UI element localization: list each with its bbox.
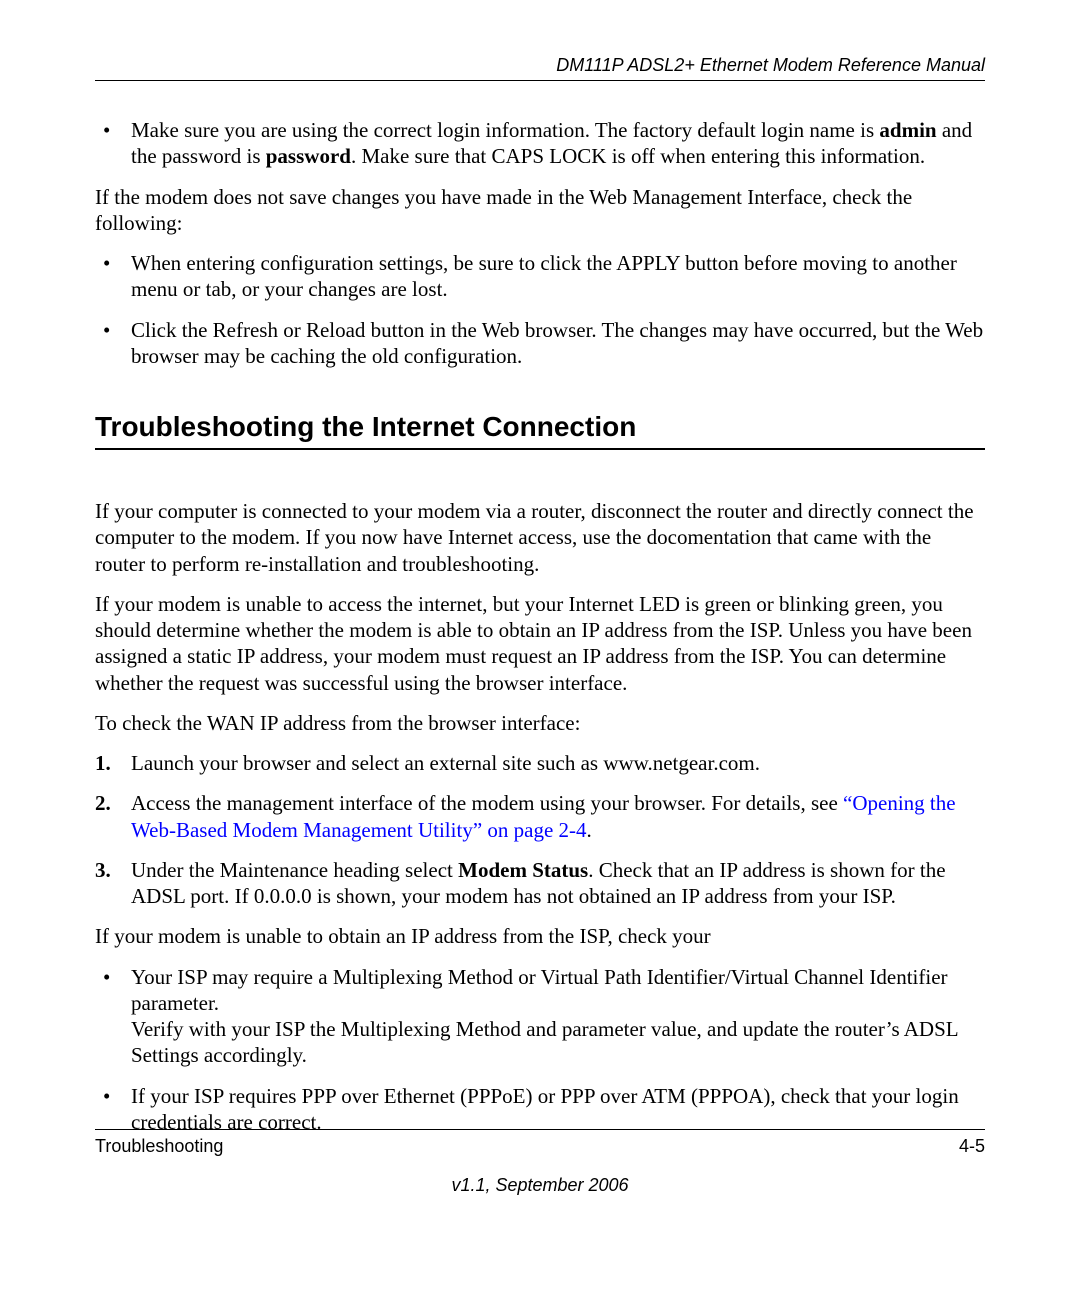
- text-fragment: Make sure you are using the correct logi…: [131, 118, 879, 142]
- footer-version: v1.1, September 2006: [95, 1175, 985, 1196]
- bold-admin: admin: [879, 118, 936, 142]
- list-item: Click the Refresh or Reload button in th…: [95, 317, 985, 370]
- bold-modem-status: Modem Status: [458, 858, 588, 882]
- step-item: 1. Launch your browser and select an ext…: [95, 750, 985, 776]
- text-fragment: Under the Maintenance heading select: [131, 858, 458, 882]
- section-title: Troubleshooting the Internet Connection: [95, 409, 985, 450]
- isp-bullet-list: Your ISP may require a Multiplexing Meth…: [95, 964, 985, 1136]
- step-text: Launch your browser and select an extern…: [131, 751, 760, 775]
- footer-right: 4-5: [959, 1136, 985, 1157]
- footer-line: Troubleshooting 4-5: [95, 1129, 985, 1157]
- nosave-bullet-list: When entering configuration settings, be…: [95, 250, 985, 369]
- step-item: 2. Access the management interface of th…: [95, 790, 985, 843]
- text-fragment: . Make sure that CAPS LOCK is off when e…: [351, 144, 925, 168]
- step-number: 3.: [95, 857, 111, 883]
- footer-left: Troubleshooting: [95, 1136, 223, 1157]
- text-line: Verify with your ISP the Multiplexing Me…: [131, 1017, 958, 1067]
- list-item: If your ISP requires PPP over Ethernet (…: [95, 1083, 985, 1136]
- body-content: Make sure you are using the correct logi…: [95, 117, 985, 1135]
- page-header: DM111P ADSL2+ Ethernet Modem Reference M…: [95, 55, 985, 81]
- section-paragraph-4: If your modem is unable to obtain an IP …: [95, 923, 985, 949]
- text-line: Your ISP may require a Multiplexing Meth…: [131, 965, 948, 1015]
- page-footer: Troubleshooting 4-5 v1.1, September 2006: [95, 1129, 985, 1196]
- intro-bullet-list: Make sure you are using the correct logi…: [95, 117, 985, 170]
- list-item: When entering configuration settings, be…: [95, 250, 985, 303]
- text-fragment: .: [587, 818, 592, 842]
- step-number: 2.: [95, 790, 111, 816]
- step-item: 3. Under the Maintenance heading select …: [95, 857, 985, 910]
- step-number: 1.: [95, 750, 111, 776]
- list-item: Make sure you are using the correct logi…: [95, 117, 985, 170]
- section-paragraph-3: To check the WAN IP address from the bro…: [95, 710, 985, 736]
- section-paragraph-2: If your modem is unable to access the in…: [95, 591, 985, 696]
- paragraph-nosave: If the modem does not save changes you h…: [95, 184, 985, 237]
- bold-password: password: [266, 144, 351, 168]
- text-fragment: Access the management interface of the m…: [131, 791, 843, 815]
- section-paragraph-1: If your computer is connected to your mo…: [95, 498, 985, 577]
- header-title: DM111P ADSL2+ Ethernet Modem Reference M…: [556, 55, 985, 75]
- list-item: Your ISP may require a Multiplexing Meth…: [95, 964, 985, 1069]
- numbered-steps: 1. Launch your browser and select an ext…: [95, 750, 985, 909]
